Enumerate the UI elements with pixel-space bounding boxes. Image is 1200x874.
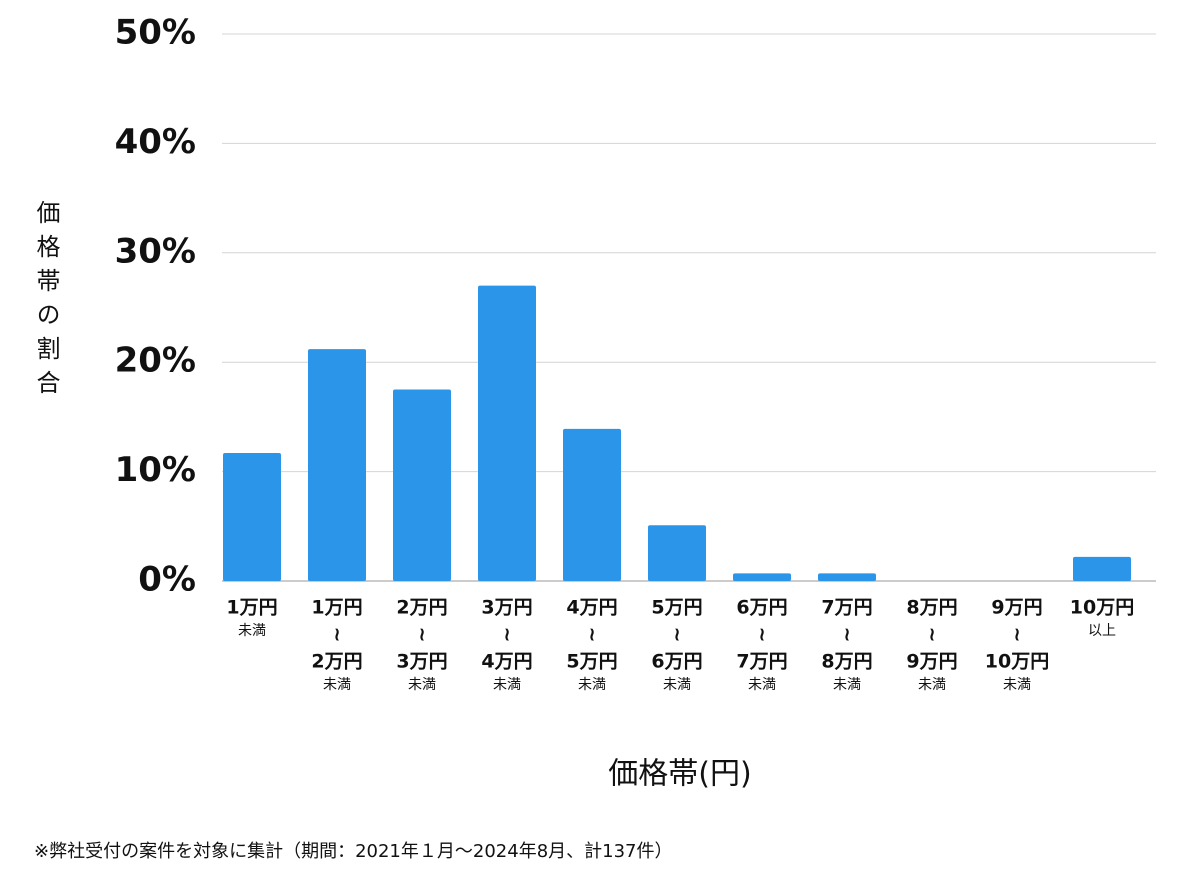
x-tick-label: 未満 bbox=[578, 677, 606, 693]
bar bbox=[478, 285, 536, 581]
bar bbox=[733, 573, 791, 581]
x-tick-label: 以上 bbox=[1088, 623, 1116, 639]
y-tick-label: 20% bbox=[115, 341, 196, 381]
y-tick-label: 40% bbox=[115, 122, 196, 162]
x-tick-label: 未満 bbox=[323, 677, 351, 693]
y-tick-label: 10% bbox=[115, 450, 196, 490]
x-tick-label: ≀ bbox=[673, 624, 680, 646]
bar bbox=[223, 453, 281, 581]
bar bbox=[818, 573, 876, 581]
x-tick-label: 7万円 bbox=[821, 597, 872, 619]
y-tick-label: 0% bbox=[138, 560, 196, 600]
x-tick-label: 3万円 bbox=[396, 651, 447, 673]
x-tick-label: ≀ bbox=[418, 624, 425, 646]
x-tick-label: 4万円 bbox=[566, 597, 617, 619]
x-tick-label: 1万円 bbox=[311, 597, 362, 619]
x-tick-label: 8万円 bbox=[906, 597, 957, 619]
x-tick-label: 未満 bbox=[748, 677, 776, 693]
x-tick-label: 未満 bbox=[238, 623, 266, 639]
x-tick-label: 5万円 bbox=[566, 651, 617, 673]
y-tick-label: 50% bbox=[115, 13, 196, 53]
x-tick-label: ≀ bbox=[928, 624, 935, 646]
x-tick-label: 未満 bbox=[663, 677, 691, 693]
x-tick-label: 10万円 bbox=[1070, 597, 1134, 619]
x-tick-label: 9万円 bbox=[991, 597, 1042, 619]
x-tick-label: 未満 bbox=[833, 677, 861, 693]
x-tick-label: 未満 bbox=[1003, 677, 1031, 693]
x-tick-label: ≀ bbox=[758, 624, 765, 646]
x-tick-label: 8万円 bbox=[821, 651, 872, 673]
y-axis-label: 価格帯の割合 bbox=[32, 200, 60, 404]
x-tick-label: ≀ bbox=[333, 624, 340, 646]
x-tick-label: 4万円 bbox=[481, 651, 532, 673]
y-tick-label: 30% bbox=[115, 231, 196, 271]
x-tick-label: 2万円 bbox=[311, 651, 362, 673]
x-tick-label: 6万円 bbox=[736, 597, 787, 619]
x-tick-label: ≀ bbox=[843, 624, 850, 646]
footnote: ※弊社受付の案件を対象に集計（期間：2021年１月～2024年8月、計137件） bbox=[34, 841, 673, 862]
bar bbox=[563, 428, 621, 581]
x-tick-label: 未満 bbox=[408, 677, 436, 693]
bar bbox=[1073, 556, 1131, 581]
x-tick-label: 3万円 bbox=[481, 597, 532, 619]
bar bbox=[308, 349, 366, 581]
x-tick-label: 7万円 bbox=[736, 651, 787, 673]
x-tick-label: 未満 bbox=[493, 677, 521, 693]
bar bbox=[648, 525, 706, 581]
x-tick-label: 未満 bbox=[918, 677, 946, 693]
x-tick-label: ≀ bbox=[1013, 624, 1020, 646]
x-axis-label: 価格帯(円) bbox=[608, 757, 751, 792]
x-tick-label: 5万円 bbox=[651, 597, 702, 619]
x-tick-label: 1万円 bbox=[226, 597, 277, 619]
x-tick-label: 10万円 bbox=[985, 651, 1049, 673]
x-tick-label: ≀ bbox=[503, 624, 510, 646]
x-tick-label: ≀ bbox=[588, 624, 595, 646]
x-tick-label: 6万円 bbox=[651, 651, 702, 673]
x-tick-label: 9万円 bbox=[906, 651, 957, 673]
bar bbox=[393, 389, 451, 581]
x-tick-label: 2万円 bbox=[396, 597, 447, 619]
